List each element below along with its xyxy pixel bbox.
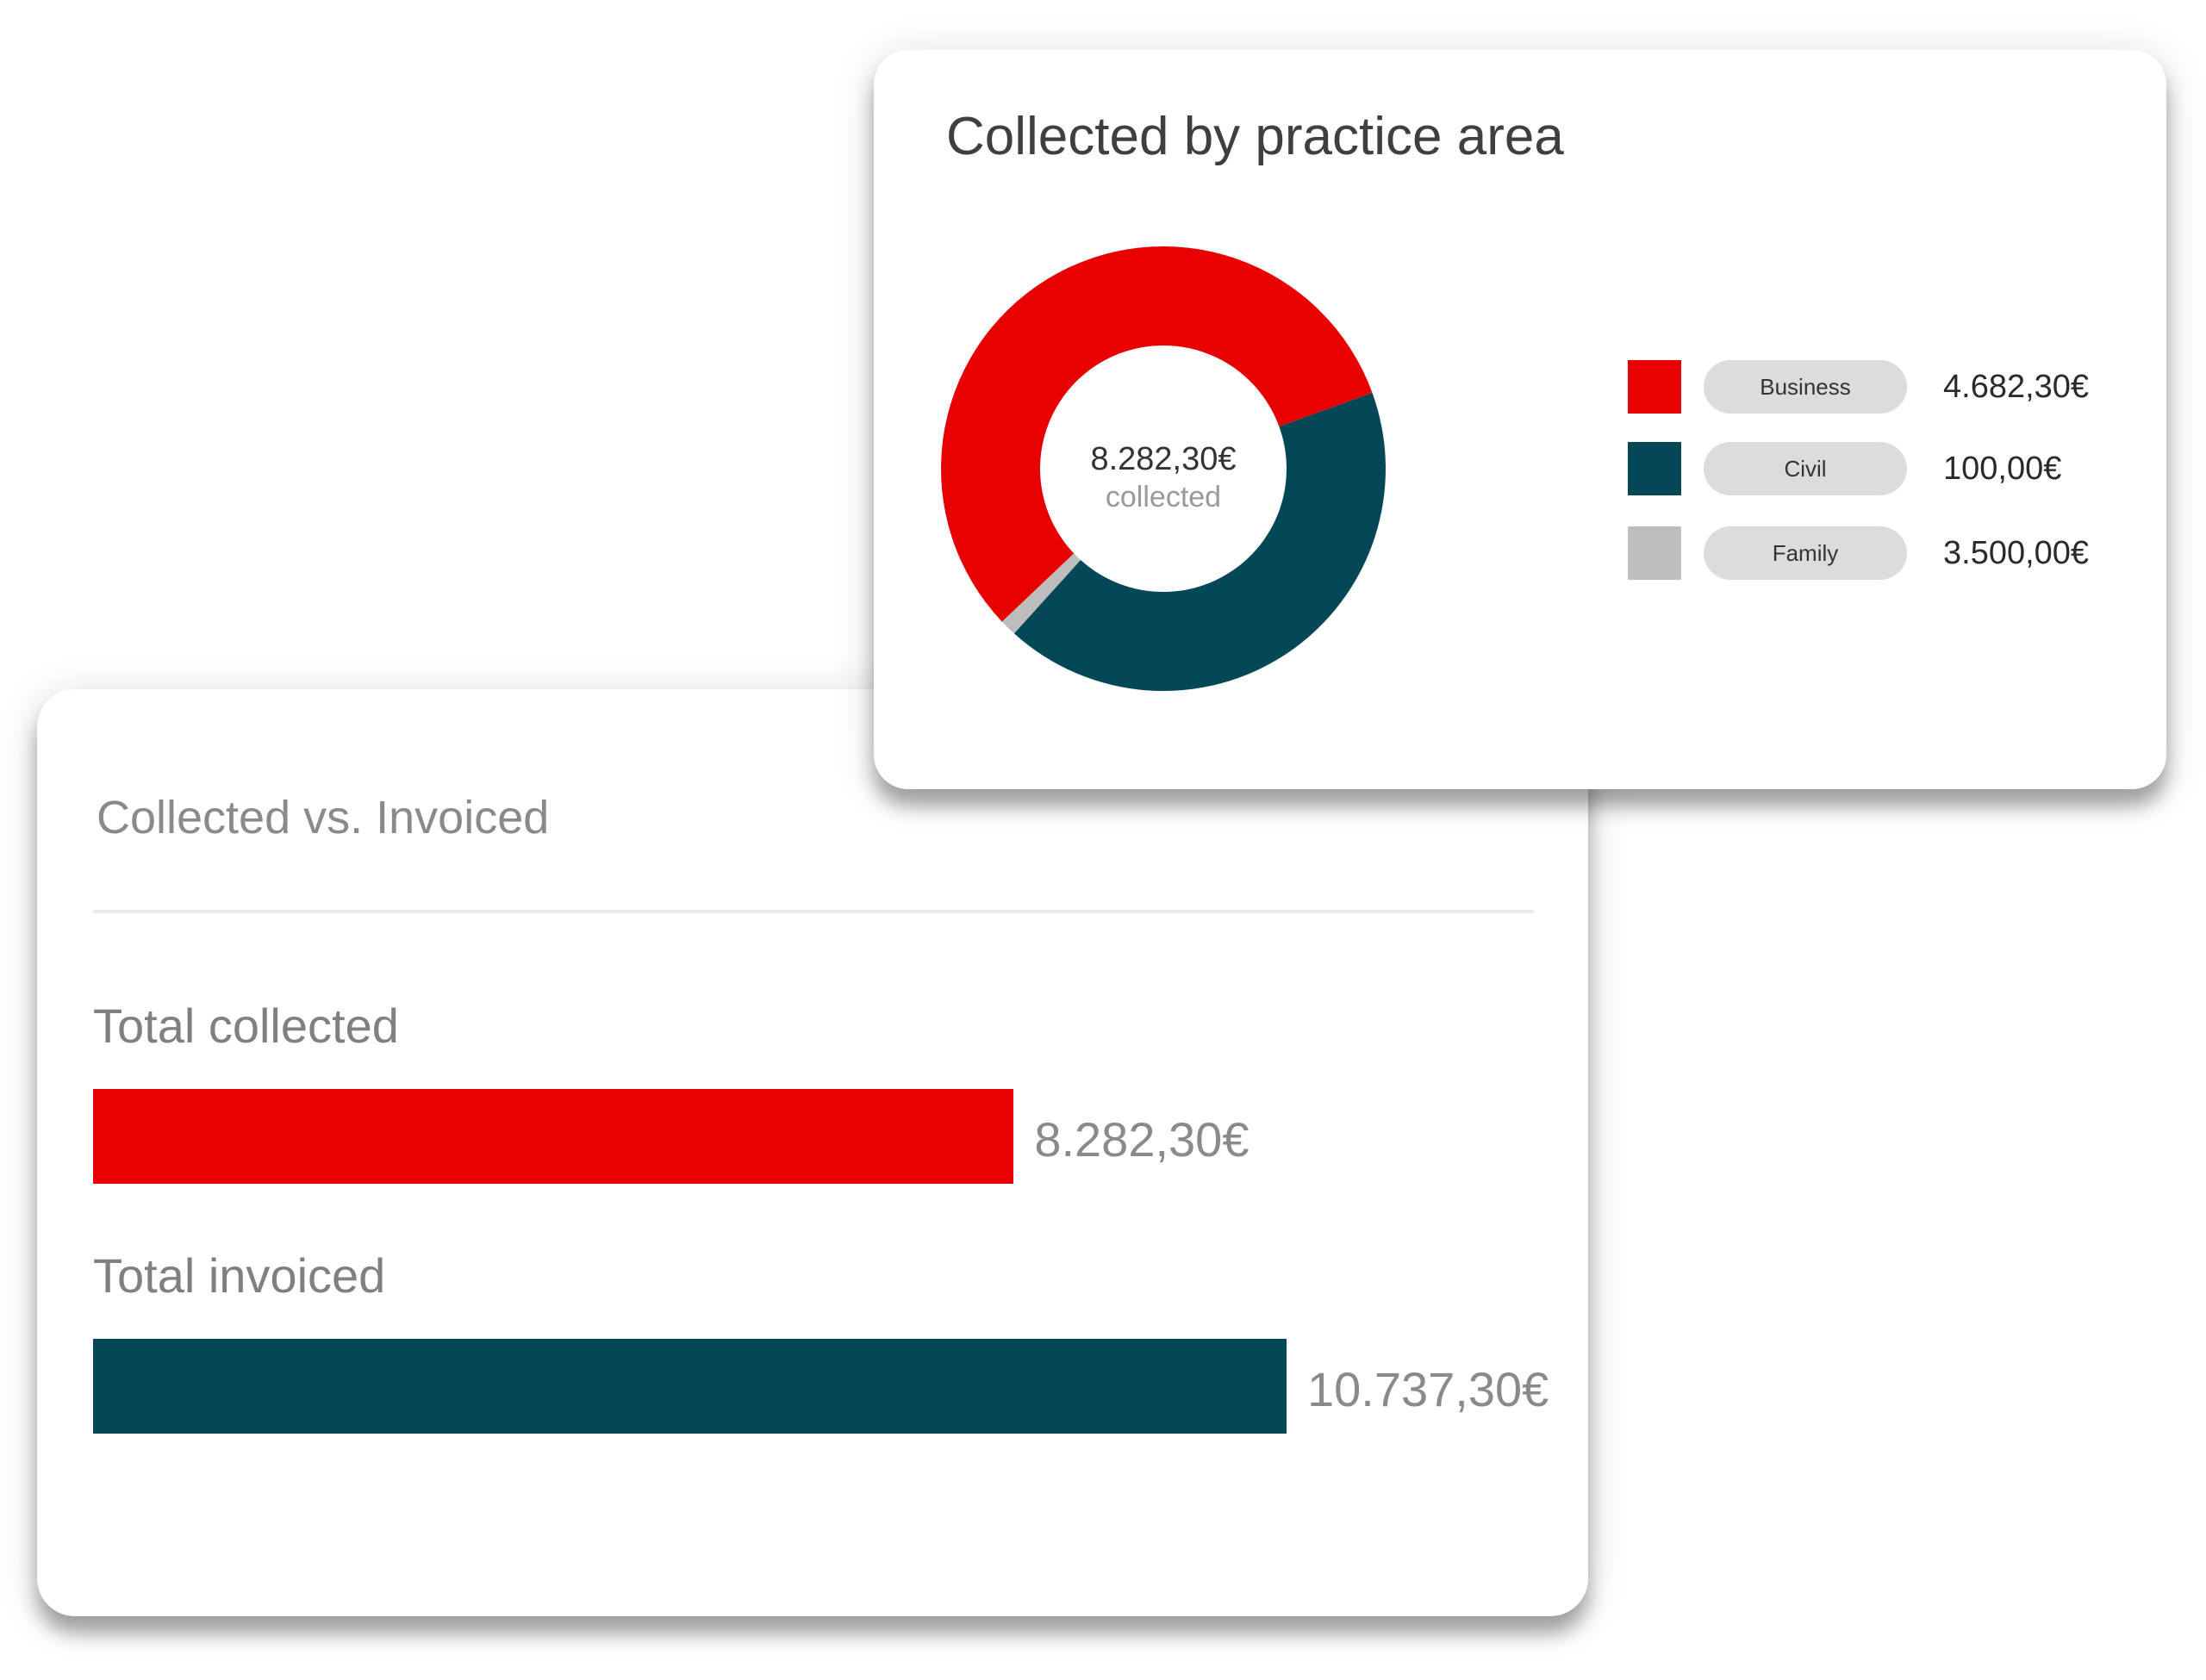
legend-swatch-business (1628, 360, 1681, 414)
practice-area-card: Collected by practice area 8.282,30€ col… (874, 50, 2166, 789)
legend-label-business: Business (1704, 360, 1907, 414)
collected-vs-invoiced-card: Collected vs. Invoiced Total collected 8… (37, 689, 1588, 1616)
donut-slice-civil (1013, 392, 1386, 692)
collected-vs-invoiced-title: Collected vs. Invoiced (97, 792, 550, 843)
title-divider (93, 910, 1534, 913)
donut-center-caption: collected (1105, 481, 1222, 513)
total-collected-value: 8.282,30€ (1034, 1112, 1249, 1167)
donut-slice-business (941, 246, 1373, 622)
practice-area-donut-chart (941, 246, 1386, 692)
total-invoiced-bar (93, 1339, 1287, 1434)
total-invoiced-value: 10.737,30€ (1307, 1362, 1549, 1416)
legend-label-family: Family (1704, 526, 1907, 580)
legend-value-business: 4.682,30€ (1943, 369, 2090, 405)
legend-value-family: 3.500,00€ (1943, 535, 2090, 571)
total-collected-bar (93, 1089, 1014, 1184)
legend-label-civil: Civil (1704, 442, 1907, 495)
legend-value-civil: 100,00€ (1943, 451, 2062, 487)
practice-area-title: Collected by practice area (946, 107, 1564, 166)
donut-slice-family (1001, 553, 1081, 634)
donut-center-value: 8.282,30€ (1090, 441, 1237, 477)
legend-swatch-civil (1628, 442, 1681, 495)
legend-swatch-family (1628, 526, 1681, 580)
total-collected-label: Total collected (93, 999, 399, 1053)
total-invoiced-label: Total invoiced (93, 1248, 386, 1303)
